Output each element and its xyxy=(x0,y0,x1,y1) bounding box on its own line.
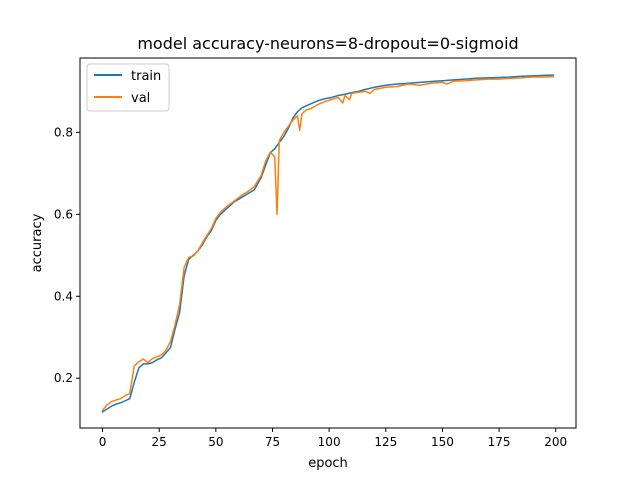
legend-label-val: val xyxy=(131,91,150,106)
legend-label-train: train xyxy=(131,69,161,84)
y-tick-label: 0.4 xyxy=(54,289,73,303)
x-tick-label: 175 xyxy=(488,435,511,449)
y-tick-label: 0.6 xyxy=(54,207,73,221)
x-tick-label: 75 xyxy=(265,435,280,449)
x-tick-label: 100 xyxy=(318,435,341,449)
y-tick-label: 0.2 xyxy=(54,371,73,385)
y-tick-label: 0.8 xyxy=(54,125,73,139)
x-tick-label: 0 xyxy=(99,435,107,449)
y-axis-label: accuracy xyxy=(30,213,45,272)
x-tick-label: 50 xyxy=(208,435,223,449)
legend: train val xyxy=(87,64,169,111)
x-tick-label: 125 xyxy=(374,435,397,449)
x-tick-label: 25 xyxy=(152,435,167,449)
x-tick-label: 200 xyxy=(544,435,567,449)
x-axis-label: epoch xyxy=(308,456,348,471)
chart-title: model accuracy-neurons=8-dropout=0-sigmo… xyxy=(137,34,518,53)
x-tick-label: 150 xyxy=(431,435,454,449)
